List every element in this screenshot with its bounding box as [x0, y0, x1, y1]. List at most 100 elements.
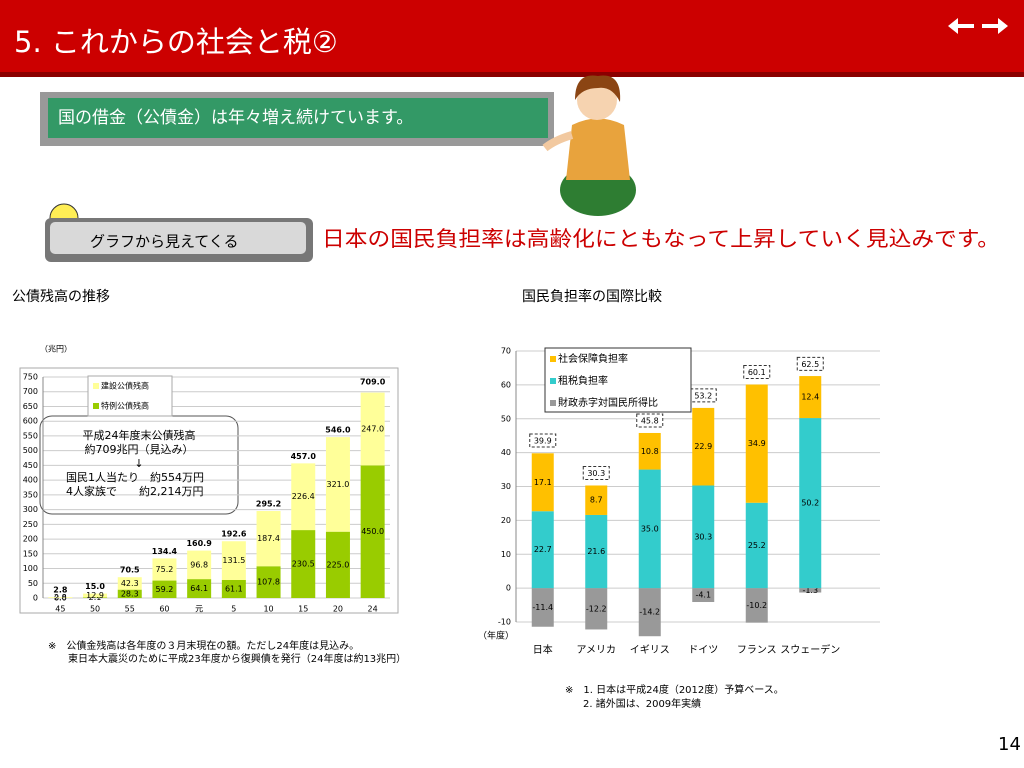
value-label: 2.8	[54, 593, 67, 602]
y-axis-label: （兆円）	[40, 344, 72, 354]
y-tick-label: 150	[23, 549, 38, 558]
note: 東日本大震災のために平成23年度から復興債を発行（24年度は約13兆円）	[68, 652, 406, 665]
total-label: 546.0	[325, 426, 351, 435]
x-axis-label: （年度）	[478, 630, 514, 642]
total-label: 192.6	[221, 530, 247, 539]
total-label: 45.8	[641, 416, 659, 425]
y-tick-label: 650	[23, 402, 38, 411]
total-box	[743, 365, 771, 380]
value-label: 21.6	[587, 547, 605, 556]
total-box	[636, 413, 664, 428]
y-tick-label: 10	[501, 550, 511, 559]
value-label: 61.1	[225, 584, 243, 593]
value-label: 30.3	[694, 532, 712, 541]
x-tick-label: 10	[263, 605, 273, 614]
value-label: 59.2	[156, 585, 174, 594]
legend-label: 財政赤字対国民所得比	[558, 396, 658, 409]
note: 2. 諸外国は、2009年実績	[583, 697, 701, 710]
x-tick-label: 50	[90, 605, 100, 614]
x-tick-label: ドイツ	[688, 645, 718, 656]
value-label: 321.0	[326, 480, 349, 489]
face	[577, 80, 617, 120]
bar-segment	[531, 588, 554, 627]
value-label: 12.4	[801, 393, 819, 402]
x-tick-label: 元	[195, 605, 203, 614]
value-label: 34.9	[748, 439, 766, 448]
y-tick-label: 20	[501, 516, 511, 525]
arm	[542, 131, 574, 152]
total-box	[529, 433, 557, 448]
y-tick-label: 550	[23, 431, 38, 440]
y-tick-label: 40	[501, 448, 511, 457]
total-label: 457.0	[291, 452, 317, 461]
total-label: 134.4	[152, 547, 178, 556]
x-tick-label: 60	[159, 605, 169, 614]
y-tick-label: 200	[23, 535, 38, 544]
value-label: 96.8	[190, 560, 208, 569]
y-tick-label: 250	[23, 520, 38, 529]
total-label: 15.0	[85, 582, 105, 591]
annotation-line: ↓	[134, 457, 143, 470]
bar-segment	[83, 593, 108, 598]
slide-title: 5. これからの社会と税②	[14, 25, 338, 59]
value-label: 187.4	[257, 534, 280, 543]
x-tick-label: 55	[125, 605, 135, 614]
nav-arrows[interactable]	[948, 18, 1008, 34]
x-tick-label: 5	[231, 605, 236, 614]
bar-segment	[692, 485, 715, 589]
y-tick-label: 450	[23, 461, 38, 470]
bar-segment	[531, 511, 554, 589]
total-label: 53.2	[694, 391, 712, 400]
total-box	[582, 465, 610, 480]
bar-segment	[745, 384, 768, 503]
note: ※ 公債金残高は各年度の３月末現在の額。ただし24年度は見込み。	[48, 639, 359, 652]
value-label: 230.5	[292, 560, 315, 569]
value-label: 247.0	[361, 425, 384, 434]
message-text: 国の借金（公債金）は年々増え続けています。	[58, 108, 413, 128]
value-label: 450.0	[361, 527, 384, 536]
illustration	[542, 75, 636, 216]
y-tick-label: 50	[501, 414, 511, 423]
y-tick-label: 750	[23, 373, 38, 382]
legend-label: 建設公債残高	[101, 381, 149, 391]
value-label: 25.2	[748, 541, 766, 550]
y-tick-label: 0	[33, 594, 38, 603]
note: ※ 1. 日本は平成24度（2012度）予算ベース。	[565, 683, 784, 696]
value-label: 42.3	[121, 579, 139, 588]
message-box	[48, 98, 548, 138]
value-label: -10.2	[746, 601, 767, 610]
x-tick-label: イギリス	[630, 644, 670, 656]
bar-segment	[187, 579, 212, 598]
bar-segment	[256, 511, 281, 567]
value-label: 22.9	[694, 442, 712, 451]
total-label: 160.9	[186, 539, 212, 548]
bar-segment	[638, 588, 661, 637]
back-arrow-head[interactable]	[948, 18, 958, 34]
annotation-line: 4人家族で 約2,214万円	[66, 484, 204, 498]
total-label: 295.2	[256, 500, 281, 509]
value-label: 75.2	[156, 565, 174, 574]
y-tick-label: 700	[23, 387, 38, 396]
bar-segment	[291, 463, 316, 531]
x-tick-label: アメリカ	[577, 644, 617, 656]
button-label[interactable]: グラフから見えてくる	[90, 233, 239, 251]
bar-segment	[48, 597, 73, 598]
hair	[575, 75, 621, 102]
value-label: -11.4	[532, 603, 553, 612]
headline: 日本の国民負担率は高齢化にともなって上昇していく見込みです。	[322, 227, 1000, 251]
value-label: 225.0	[326, 560, 349, 569]
y-tick-label: -10	[498, 618, 511, 627]
next-arrow-head[interactable]	[998, 18, 1008, 34]
x-tick-label: 15	[298, 605, 308, 614]
bar-segment	[692, 407, 715, 486]
button[interactable]	[50, 222, 306, 254]
annotation-line: 平成24年度末公債残高	[83, 428, 196, 442]
bar-segment	[221, 579, 246, 598]
y-tick-label: 600	[23, 417, 38, 426]
legend-swatch	[550, 356, 556, 362]
blouse	[566, 118, 630, 180]
bar-segment	[291, 530, 316, 598]
value-label: 12.9	[86, 591, 104, 600]
value-label: 17.1	[534, 478, 552, 487]
